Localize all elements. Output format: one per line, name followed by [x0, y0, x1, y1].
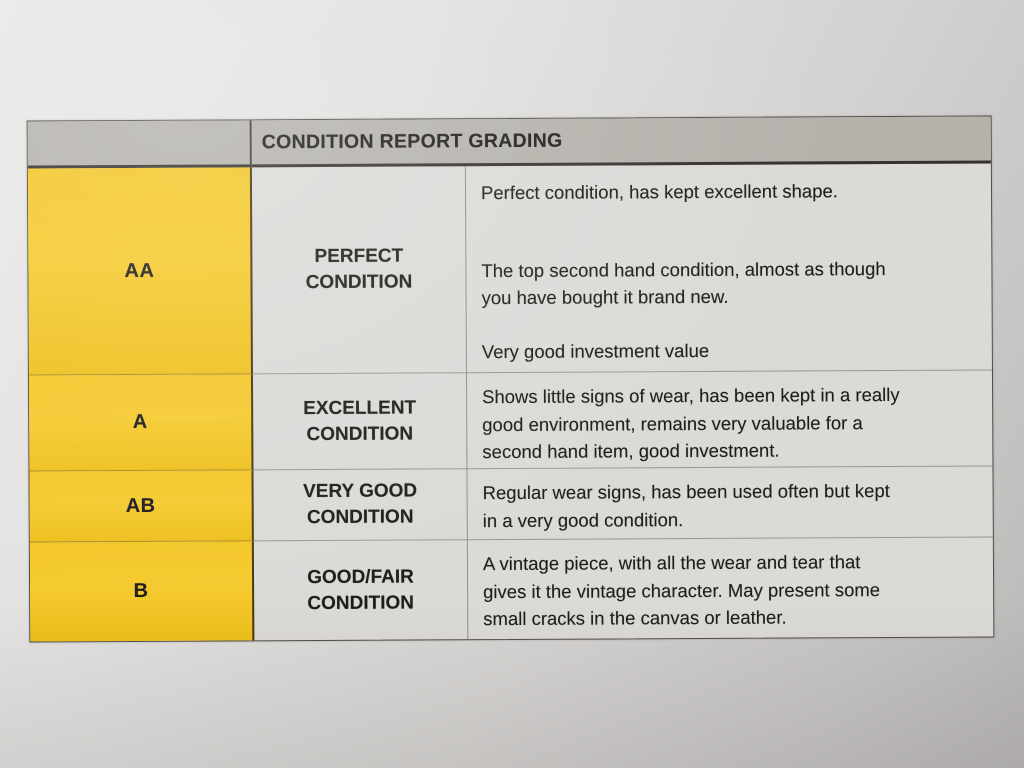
label-cell-ab: VERY GOOD CONDITION: [253, 469, 468, 542]
table-title: CONDITION REPORT GRADING: [261, 129, 563, 153]
desc-line: A vintage piece, with all the wear and t…: [482, 551, 861, 575]
grade-cell-aa: AA: [27, 167, 253, 376]
grade-code: AB: [125, 494, 156, 517]
label-cell-b: GOOD/FAIR CONDITION: [253, 540, 469, 641]
label-cell-a: EXCELLENT CONDITION: [252, 373, 468, 471]
grade-code: B: [133, 579, 149, 602]
desc-line: gives it the vintage character. May pres…: [483, 578, 881, 602]
desc-line: small cracks in the canvas or leather.: [483, 606, 787, 630]
desc-line: Very good investment value: [481, 339, 710, 362]
condition-label: VERY GOOD CONDITION: [303, 480, 418, 529]
header-empty-cell: [27, 120, 252, 169]
desc-line: second hand item, good investment.: [482, 439, 780, 463]
grade-cell-a: A: [28, 374, 254, 472]
header-title-cell: CONDITION REPORT GRADING: [251, 116, 991, 168]
desc-line: you have bought it brand new.: [481, 285, 729, 309]
grade-code: AA: [124, 259, 155, 282]
condition-label: GOOD/FAIR CONDITION: [307, 566, 415, 614]
desc-line: in a very good condition.: [482, 508, 684, 531]
desc-line: Perfect condition, has kept excellent sh…: [480, 180, 838, 204]
desc-line: The top second hand condition, almost as…: [481, 257, 886, 281]
desc-line: good environment, remains very valuable …: [482, 411, 863, 435]
grade-cell-ab: AB: [29, 470, 254, 543]
grade-code: A: [132, 410, 148, 433]
desc-paragraph: Perfect condition, has kept excellent sh…: [481, 177, 981, 207]
desc-cell-aa: Perfect condition, has kept excellent sh…: [465, 163, 992, 374]
grade-cell-b: B: [29, 541, 255, 642]
condition-grading-table: CONDITION REPORT GRADING AA PERFECT COND…: [26, 115, 995, 643]
condition-label: PERFECT CONDITION: [305, 245, 413, 294]
desc-cell-b: A vintage piece, with all the wear and t…: [468, 537, 994, 639]
label-cell-aa: PERFECT CONDITION: [251, 166, 467, 375]
desc-cell-a: Shows little signs of wear, has been kep…: [466, 370, 993, 470]
condition-label: EXCELLENT CONDITION: [303, 396, 417, 445]
desc-line: Regular wear signs, has been used often …: [482, 480, 890, 504]
desc-cell-ab: Regular wear signs, has been used often …: [467, 466, 993, 541]
desc-paragraph: Very good investment value: [482, 335, 982, 365]
desc-line: Shows little signs of wear, has been kep…: [482, 383, 900, 408]
desc-paragraph: The top second hand condition, almost as…: [481, 254, 981, 312]
